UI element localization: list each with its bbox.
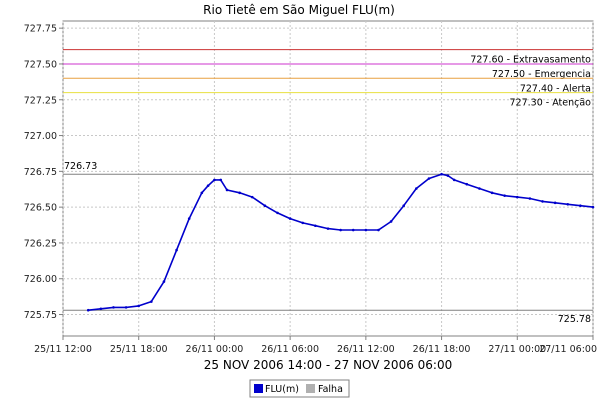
data-point xyxy=(314,224,317,228)
data-point xyxy=(364,228,368,232)
data-point xyxy=(99,307,103,311)
y-tick-label: 726.25 xyxy=(24,238,57,249)
plot-area xyxy=(62,20,594,337)
data-point xyxy=(402,204,406,208)
data-point xyxy=(591,205,595,209)
reference-line-label: 727.60 - Extravasamento xyxy=(470,55,591,66)
data-point xyxy=(238,191,241,195)
data-point xyxy=(566,202,570,206)
x-axis: 25/11 12:00 25/11 18:00 26/11 00:00 26/11 0… xyxy=(34,336,597,355)
y-tick-label: 727.25 xyxy=(24,95,57,106)
data-point xyxy=(377,228,380,232)
series-line-flu xyxy=(88,173,594,311)
data-point xyxy=(263,204,267,208)
series-layer xyxy=(86,172,595,312)
data-point xyxy=(206,184,210,187)
data-point xyxy=(276,211,279,215)
x-tick-label: 25/11 12:00 xyxy=(34,344,92,355)
legend-label-flu: FLU(m) xyxy=(265,384,299,395)
legend-swatch-flu xyxy=(254,384,263,393)
data-point xyxy=(187,217,191,220)
x-tick-label: 27/11 06:00 xyxy=(539,344,597,355)
data-point xyxy=(200,191,204,195)
chart-title: Rio Tietê em São Miguel FLU(m) xyxy=(203,3,395,17)
legend: FLU(m) Falha xyxy=(249,379,350,398)
x-tick-label: 26/11 18:00 xyxy=(413,344,471,355)
reference-line-label: 725.78 xyxy=(558,314,591,325)
reference-line-label: 727.30 - Atenção xyxy=(510,98,592,109)
data-point xyxy=(112,306,115,309)
y-axis: 725.75 726.00 726.25 726.50 726.75 727.00 727.… xyxy=(24,24,63,321)
data-point xyxy=(389,220,393,223)
data-point xyxy=(452,178,456,182)
data-point xyxy=(503,194,506,197)
y-tick-label: 726.00 xyxy=(24,274,57,285)
x-tick-label: 26/11 12:00 xyxy=(337,344,395,355)
data-point xyxy=(250,195,254,199)
data-point xyxy=(490,191,494,195)
legend-swatch-falha xyxy=(306,384,315,393)
data-point xyxy=(446,174,450,177)
data-point xyxy=(301,221,305,225)
grid xyxy=(62,21,594,336)
data-point xyxy=(162,280,166,283)
x-tick-label: 26/11 06:00 xyxy=(261,344,319,355)
data-point xyxy=(288,217,292,220)
y-tick-label: 727.50 xyxy=(24,59,57,70)
y-tick-label: 727.00 xyxy=(24,131,57,142)
data-point xyxy=(86,308,90,312)
data-point xyxy=(339,228,342,232)
y-tick-label: 727.75 xyxy=(24,24,57,35)
x-tick-label: 26/11 00:00 xyxy=(186,344,244,355)
reference-line-label: 727.40 - Alerta xyxy=(520,83,591,94)
data-point xyxy=(175,248,178,252)
data-point xyxy=(440,172,443,176)
y-tick-label: 726.75 xyxy=(24,167,57,178)
data-point xyxy=(478,187,481,190)
reference-lines: 727.60 - Extravasamento 727.50 - Emergenc… xyxy=(63,49,593,325)
data-point xyxy=(137,304,141,308)
reference-line-label: 727.50 - Emergencia xyxy=(492,69,591,80)
data-point xyxy=(351,228,355,232)
legend-box xyxy=(249,379,350,398)
data-point xyxy=(515,195,519,199)
y-tick-label: 725.75 xyxy=(24,310,57,321)
data-point xyxy=(541,200,544,203)
data-point xyxy=(225,188,229,192)
data-point xyxy=(415,187,418,190)
data-point xyxy=(213,178,216,182)
data-point xyxy=(427,177,431,180)
reference-line-label: 726.73 xyxy=(64,161,97,172)
y-tick-label: 726.50 xyxy=(24,203,57,214)
data-point xyxy=(150,300,153,303)
legend-label-falha: Falha xyxy=(318,384,343,395)
x-tick-label: 27/11 00:00 xyxy=(488,344,546,355)
x-axis-label: 25 NOV 2006 14:00 - 27 NOV 2006 06:00 xyxy=(204,358,452,372)
data-point xyxy=(219,178,223,182)
data-point xyxy=(528,197,532,200)
data-point xyxy=(553,201,557,205)
data-point xyxy=(579,204,582,208)
data-point xyxy=(465,182,469,186)
x-tick-label: 25/11 18:00 xyxy=(110,344,168,355)
data-point xyxy=(124,306,128,309)
data-point xyxy=(326,227,330,230)
